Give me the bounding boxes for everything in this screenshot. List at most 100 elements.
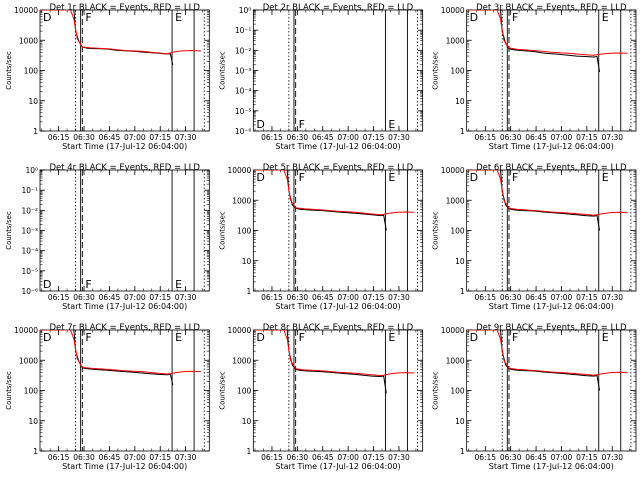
y-tick-label: 10⁻² <box>21 206 38 215</box>
plot-frame <box>252 9 424 132</box>
x-tick-label: 07:15 <box>576 133 598 142</box>
panel-title: Det 5r BLACK = Events, RED = LLD <box>263 163 414 173</box>
x-tick-label: 06:45 <box>99 453 121 462</box>
x-tick-label: 06:15 <box>48 293 70 302</box>
events-series-line <box>286 170 387 231</box>
x-tick-label: 07:30 <box>601 133 623 142</box>
y-tick-label: 1000 <box>19 36 38 45</box>
x-tick-label: 07:15 <box>363 133 385 142</box>
event-marker-label: D <box>256 171 264 184</box>
event-marker-label: D <box>43 331 51 344</box>
x-axis-label: Start Time (17-Jul-12 06:04:00) <box>62 142 187 151</box>
x-tick-label: 06:15 <box>261 453 283 462</box>
detector-panel-2: Det 2r BLACK = Events, RED = LLD 10⁻⁶ 10⁻⁵… <box>218 3 424 151</box>
y-tick-label: 1000 <box>232 196 251 205</box>
x-tick-label: 07:00 <box>337 453 359 462</box>
x-tick-label: 06:30 <box>73 293 95 302</box>
y-axis-label: Counts/sec <box>218 211 226 250</box>
event-marker-label: F <box>512 11 518 24</box>
x-tick-label: 06:30 <box>500 133 522 142</box>
panel-title: Det 9r BLACK = Events, RED = LLD <box>476 323 627 333</box>
y-tick-label: 10⁻⁵ <box>21 267 38 276</box>
x-tick-label: 06:30 <box>73 453 95 462</box>
lld-series-line <box>253 330 415 377</box>
y-tick-label: 1 <box>460 447 465 456</box>
data-lines <box>40 330 201 386</box>
event-marker-label: E <box>175 278 182 291</box>
panel-title: Det 1r BLACK = Events, RED = LLD <box>49 3 200 13</box>
y-tick-label: 100 <box>24 387 39 396</box>
detector-panel-3: Det 3r BLACK = Events, RED = LLD 1 10 100 10… <box>432 3 637 151</box>
plot-frame <box>39 169 210 292</box>
panel-title: Det 6r BLACK = Events, RED = LLD <box>476 163 627 173</box>
detector-panel-7: Det 7r BLACK = Events, RED = LLD 1 10 100 10… <box>5 323 210 471</box>
lld-series-line <box>253 170 415 216</box>
y-axis-label: Counts/sec <box>5 371 13 410</box>
x-tick-label: 07:00 <box>337 133 359 142</box>
y-tick-label: 1000 <box>446 196 465 205</box>
y-tick-label: 10000 <box>227 326 251 335</box>
x-tick-label: 07:00 <box>124 293 146 302</box>
event-marker-label: E <box>388 171 395 184</box>
y-tick-label: 1 <box>33 447 38 456</box>
x-tick-label: 06:15 <box>474 293 496 302</box>
x-tick-label: 07:15 <box>576 293 598 302</box>
panel-title: Det 2r BLACK = Events, RED = LLD <box>263 3 414 13</box>
y-tick-label: 10⁰ <box>25 166 38 175</box>
y-tick-label: 10 <box>242 417 252 426</box>
x-tick-label: 06:15 <box>261 293 283 302</box>
x-tick-label: 07:30 <box>388 293 410 302</box>
y-tick-label: 1000 <box>232 356 251 365</box>
y-tick-label: 1 <box>460 287 465 296</box>
event-marker-label: E <box>388 118 395 131</box>
y-axis-label: Counts/sec <box>5 51 13 90</box>
panel-title: Det 4r BLACK = Events, RED = LLD <box>49 163 200 173</box>
event-marker-label: F <box>85 331 91 344</box>
y-tick-label: 10 <box>28 417 38 426</box>
y-axis-label: Counts/sec <box>432 211 440 250</box>
data-lines <box>40 10 201 66</box>
x-tick-label: 06:45 <box>312 453 334 462</box>
plot-frame <box>39 9 210 132</box>
y-tick-label: 10000 <box>441 166 465 175</box>
y-tick-label: 10000 <box>227 166 251 175</box>
y-tick-label: 10⁻⁴ <box>21 247 38 256</box>
x-tick-label: 07:30 <box>175 133 197 142</box>
y-tick-label: 10⁻⁶ <box>21 287 38 296</box>
y-tick-label: 10⁻¹ <box>21 186 38 195</box>
y-tick-label: 10⁻² <box>235 46 252 55</box>
event-marker-label: E <box>388 331 395 344</box>
x-axis-label: Start Time (17-Jul-12 06:04:00) <box>489 142 614 151</box>
x-tick-label: 07:30 <box>175 293 197 302</box>
y-tick-label: 10⁻⁴ <box>235 87 252 96</box>
event-marker-label: D <box>256 118 264 131</box>
data-lines <box>466 170 628 231</box>
x-tick-label: 07:30 <box>601 293 623 302</box>
event-marker-label: D <box>43 11 51 24</box>
x-tick-label: 06:15 <box>474 453 496 462</box>
plot-frame <box>39 329 210 452</box>
event-marker-label: E <box>602 11 609 24</box>
x-tick-label: 06:30 <box>73 133 95 142</box>
x-axis-label: Start Time (17-Jul-12 06:04:00) <box>489 302 614 311</box>
y-tick-label: 10⁻³ <box>21 227 38 236</box>
detector-panel-5: Det 5r BLACK = Events, RED = LLD 1 10 100 10… <box>218 163 424 311</box>
y-tick-label: 100 <box>237 227 252 236</box>
x-tick-label: 07:15 <box>576 453 598 462</box>
event-marker-label: E <box>602 171 609 184</box>
y-axis-label: Counts/sec <box>218 51 226 90</box>
event-marker-label: F <box>299 171 305 184</box>
y-axis-label: Counts/sec <box>432 371 440 410</box>
y-tick-label: 100 <box>450 67 465 76</box>
x-axis-label: Start Time (17-Jul-12 06:04:00) <box>275 462 400 471</box>
x-tick-label: 06:30 <box>287 293 309 302</box>
panel-title: Det 7r BLACK = Events, RED = LLD <box>49 323 200 333</box>
data-lines <box>466 330 628 391</box>
x-tick-label: 07:30 <box>175 453 197 462</box>
y-tick-label: 10000 <box>441 6 465 15</box>
x-tick-label: 07:15 <box>149 453 171 462</box>
data-lines <box>253 170 415 231</box>
event-marker-label: D <box>470 11 478 24</box>
y-tick-label: 1 <box>247 447 252 456</box>
y-tick-label: 10⁻⁶ <box>235 127 252 136</box>
